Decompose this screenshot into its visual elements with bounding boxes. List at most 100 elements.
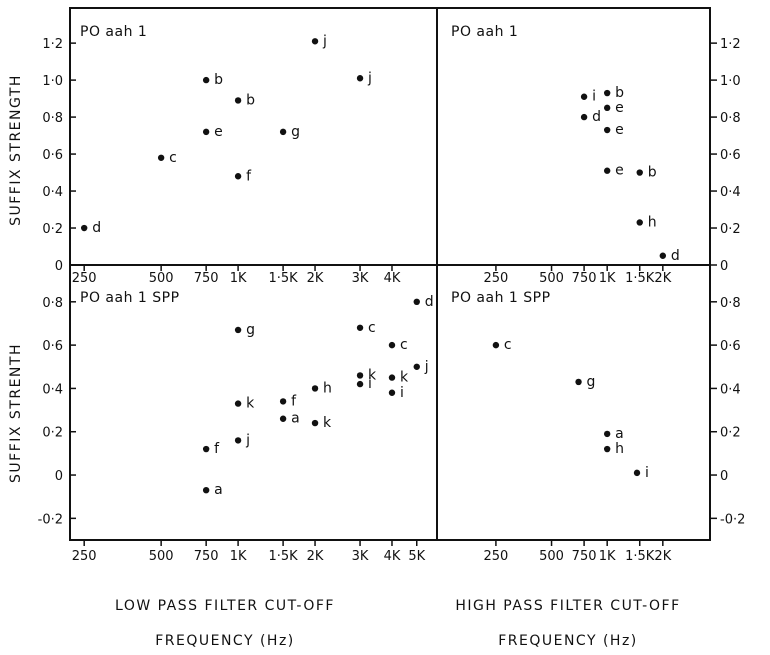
data-point <box>279 415 287 422</box>
y-tick-label: 1·0 <box>720 74 741 89</box>
x-caption-right-line1: HIGH PASS FILTER CUT-OFF <box>455 598 680 614</box>
y-tick-label: 0·6 <box>42 148 63 163</box>
data-point <box>234 173 242 180</box>
y-tick-label: 1·2 <box>42 37 63 52</box>
point-label: a <box>291 411 300 427</box>
data-point <box>234 97 242 104</box>
y-tick-label: 0·2 <box>720 222 741 237</box>
x-tick-label: 3K <box>352 271 369 286</box>
x-tick-label: 500 <box>149 549 174 564</box>
x-tick-label: 250 <box>72 549 97 564</box>
x-tick-label: 3K <box>352 549 369 564</box>
panel-title: PO aah 1 <box>451 24 518 40</box>
data-point <box>603 430 611 438</box>
point-label: c <box>169 150 177 166</box>
data-point <box>603 445 611 453</box>
point-label: f <box>214 441 220 457</box>
point-label: b <box>214 72 223 88</box>
data-point <box>234 326 242 334</box>
x-caption-left-line2: FREQUENCY (Hz) <box>155 633 295 649</box>
point-label: e <box>615 100 624 116</box>
x-tick-label: 1K <box>230 549 247 564</box>
point-label: h <box>615 441 624 457</box>
y-tick-label: 1·0 <box>42 74 63 89</box>
data-point <box>659 252 667 259</box>
x-tick-label: 4K <box>384 549 401 564</box>
frame <box>69 7 711 541</box>
point-label: j <box>245 432 250 448</box>
point-label: c <box>504 337 512 353</box>
y-tick-label: 1·2 <box>720 37 741 52</box>
point-label: k <box>246 396 255 412</box>
y-tick-label: 0·8 <box>720 296 741 311</box>
point-label: k <box>400 370 409 386</box>
point-label: j <box>322 33 327 49</box>
x-tick-label: 750 <box>572 549 597 564</box>
y-tick-label: 0·6 <box>720 339 741 354</box>
point-label: a <box>615 426 624 442</box>
y-tick-label: -0·2 <box>38 512 63 527</box>
y-tick-label: 0 <box>720 259 728 274</box>
data-point <box>80 224 88 232</box>
point-label: k <box>323 415 332 431</box>
data-point <box>356 372 364 379</box>
point-label: e <box>615 163 624 179</box>
data-point <box>311 385 319 392</box>
x-tick-label: 2K <box>654 271 671 286</box>
x-tick-label: 2K <box>307 271 324 286</box>
bottom-right-panel: PO aah 1 SPP 250 500 750 1K 1·5K 2K -0·2 0 0·2 0·4… <box>451 290 745 564</box>
x-tick-label: 750 <box>194 271 219 286</box>
y-tick-label: 0·4 <box>42 185 63 200</box>
data-point <box>157 154 165 161</box>
point-label: j <box>367 70 372 86</box>
data-point <box>202 445 210 453</box>
data-point <box>636 169 643 176</box>
y-tick-label: 0·2 <box>42 426 63 441</box>
point-label: b <box>615 85 624 101</box>
data-point <box>202 76 210 84</box>
data-point <box>575 378 582 386</box>
point-label: j <box>424 359 429 375</box>
point-label: e <box>615 122 624 138</box>
point-label: k <box>368 367 377 383</box>
point-label: i <box>368 376 372 392</box>
data-point <box>633 469 641 477</box>
data-point <box>202 486 210 494</box>
point-label: g <box>291 124 300 140</box>
x-tick-label: 1·5K <box>269 271 299 286</box>
data-point <box>202 128 210 136</box>
x-tick-label: 1·5K <box>625 549 655 564</box>
top-right-panel: PO aah 1 250 500 750 1K 1·5K 2K 0 0·2 0·4 0·6 0·8 1·… <box>451 24 741 286</box>
point-label: a <box>214 482 223 498</box>
point-label: d <box>671 248 680 264</box>
data-point <box>311 419 319 427</box>
data-point <box>279 128 287 136</box>
data-point <box>311 38 319 45</box>
x-tick-label: 250 <box>72 271 97 286</box>
y-axis-title-top: SUFFIX STRENGTH <box>8 74 24 226</box>
x-tick-label: 500 <box>149 271 174 286</box>
point-label: f <box>291 393 297 409</box>
data-point <box>388 389 396 396</box>
point-label: h <box>648 214 657 230</box>
data-point <box>279 398 287 405</box>
x-tick-label: 2K <box>654 549 671 564</box>
y-tick-label: 0 <box>720 469 728 484</box>
x-caption-right-line2: FREQUENCY (Hz) <box>498 633 638 649</box>
data-point <box>388 341 396 349</box>
point-label: c <box>368 320 376 336</box>
x-tick-label: 1K <box>599 549 616 564</box>
point-label: d <box>592 109 601 125</box>
data-point <box>603 89 611 97</box>
data-point <box>413 363 420 370</box>
x-tick-label: 500 <box>539 271 564 286</box>
y-axis-title-bottom: SUFFIX STRENTH <box>8 343 24 483</box>
data-point <box>603 126 611 134</box>
point-label: i <box>645 465 649 481</box>
x-tick-label: 500 <box>539 549 564 564</box>
point-label: c <box>400 337 408 353</box>
y-tick-label: 0 <box>55 259 63 274</box>
x-tick-label: 1·5K <box>269 549 299 564</box>
x-tick-label: 4K <box>384 271 401 286</box>
data-point <box>356 75 364 82</box>
